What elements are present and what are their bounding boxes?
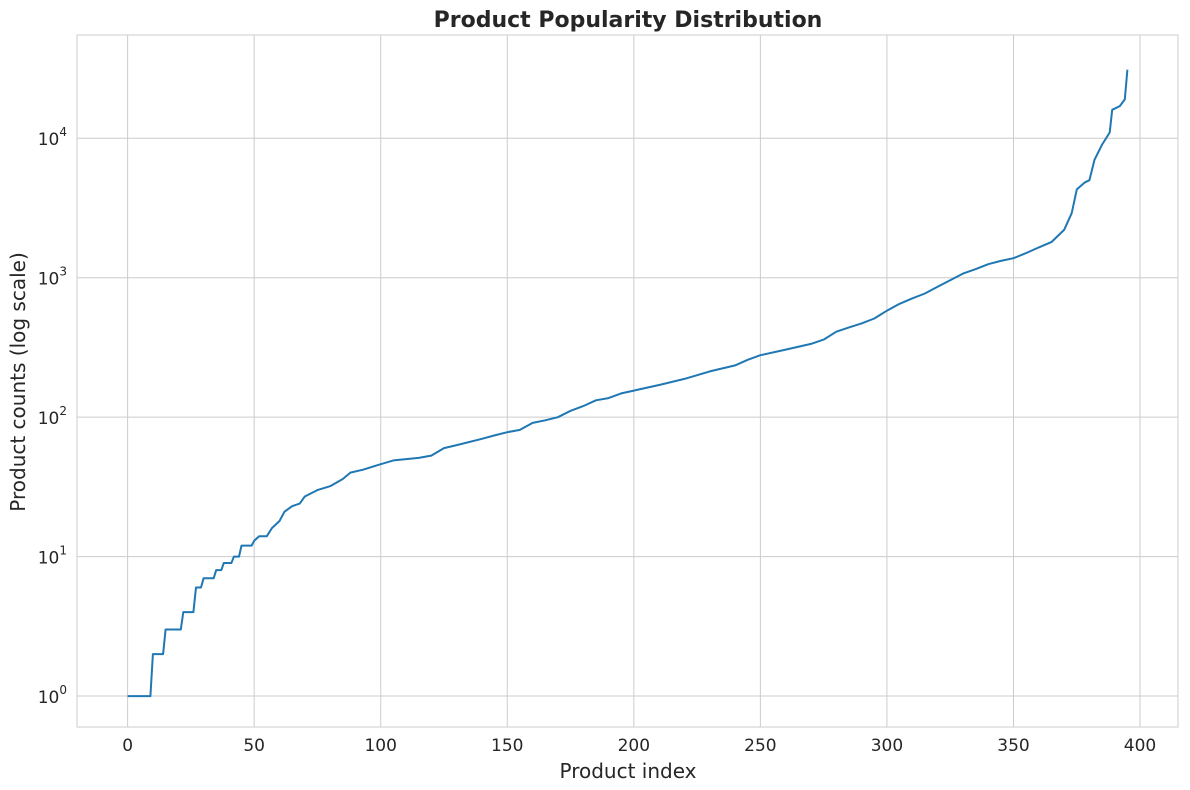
series-line-0 [127, 69, 1129, 698]
x-tick-label: 350 [997, 736, 1029, 756]
y-axis-ticks: 100 101 102 103 104 [38, 125, 67, 708]
grid-lines [77, 35, 1178, 727]
x-axis-ticks: 0 50 100 150 200 250 300 350 400 [122, 736, 1156, 756]
y-tick-label: 102 [38, 404, 67, 429]
x-tick-label: 300 [871, 736, 903, 756]
x-tick-label: 100 [364, 736, 396, 756]
y-tick-label: 101 [38, 544, 67, 569]
chart-title: Product Popularity Distribution [434, 8, 823, 33]
x-tick-label: 250 [744, 736, 776, 756]
y-axis-label: Product counts (log scale) [6, 252, 30, 511]
series-layer [127, 69, 1129, 698]
y-tick-label: 103 [38, 265, 67, 290]
x-tick-label: 200 [618, 736, 650, 756]
x-tick-label: 50 [243, 736, 265, 756]
x-tick-label: 0 [122, 736, 133, 756]
y-tick-label: 104 [38, 125, 67, 150]
y-tick-label: 100 [38, 683, 67, 708]
x-tick-label: 150 [491, 736, 523, 756]
x-tick-label: 400 [1124, 736, 1156, 756]
plot-frame [76, 34, 1179, 728]
x-axis-label: Product index [559, 759, 696, 783]
